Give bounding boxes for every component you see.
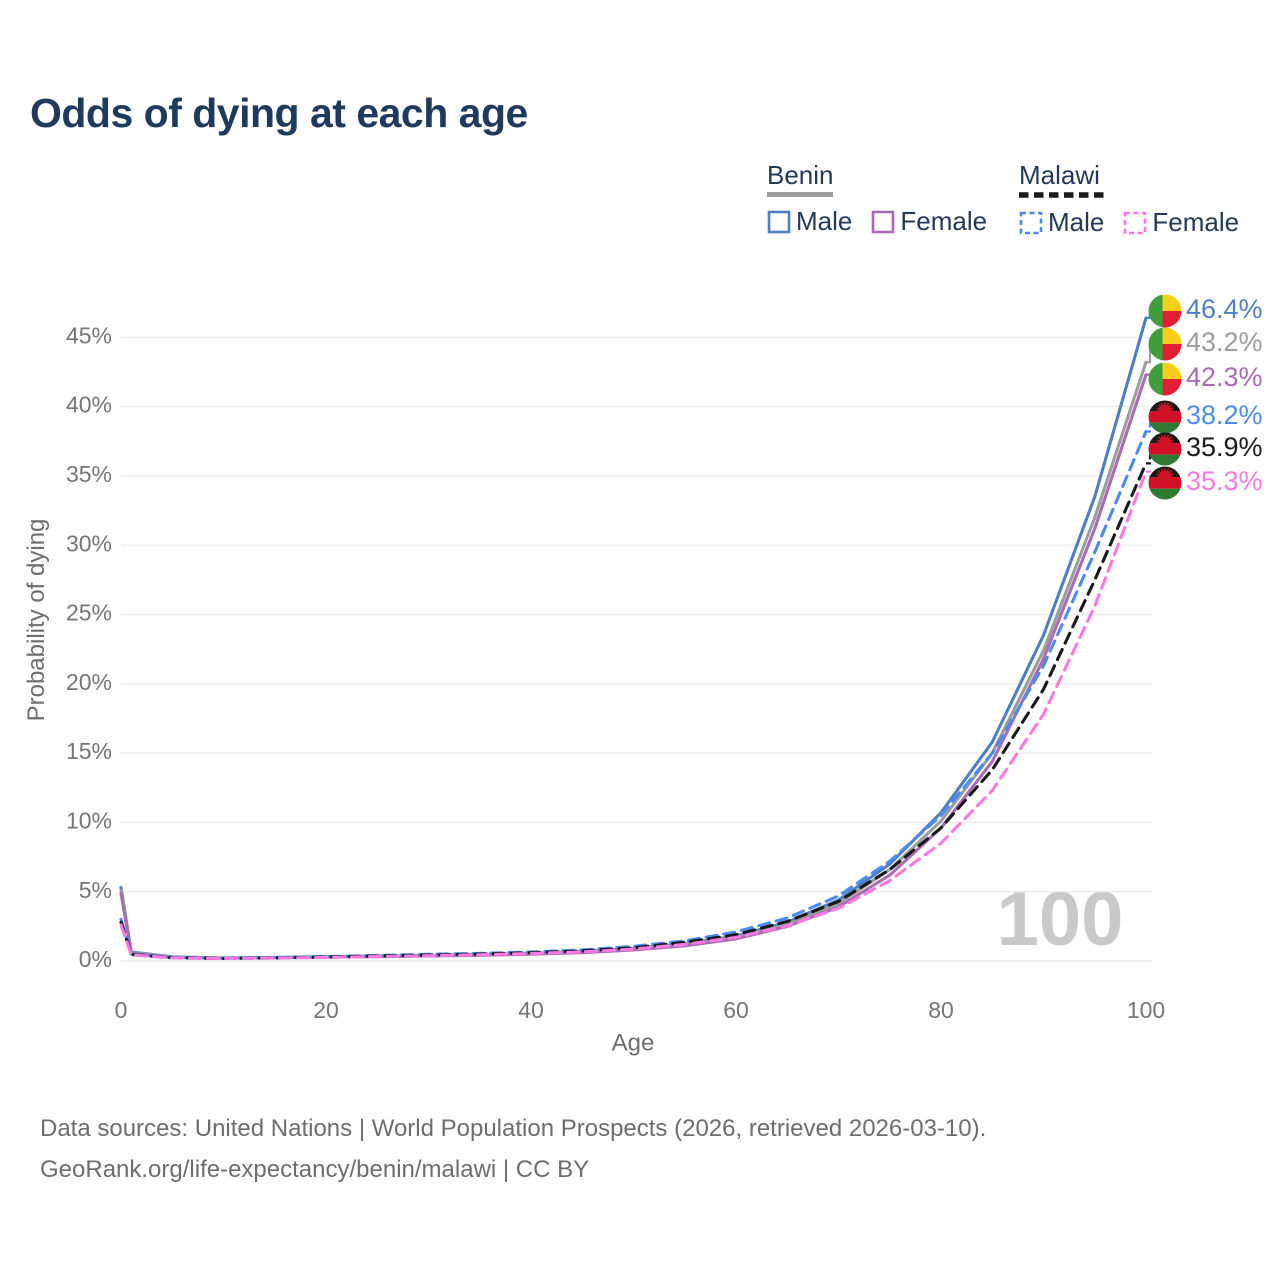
x-tick-label: 0 (115, 997, 128, 1023)
malawi-female-swatch-icon (1124, 211, 1147, 234)
y-tick-label: 30% (66, 530, 112, 556)
legend-group-malawi: Malawi Male Female (1019, 161, 1239, 238)
end-value-label-malawi-both-sexes: 35.9% (1186, 432, 1263, 462)
end-value-label-benin-both-sexes: 43.2% (1186, 327, 1263, 357)
malawi-flag-icon (1148, 432, 1182, 466)
series-line-malawi-female (119, 470, 1148, 961)
y-tick-label: 40% (66, 392, 112, 418)
page-title: Odds of dying at each age (30, 90, 528, 136)
y-tick-label: 25% (66, 600, 112, 626)
x-tick-label: 80 (928, 997, 954, 1023)
series-line-benin-both-sexes (119, 360, 1148, 960)
legend-item-benin-male[interactable]: Male (767, 206, 852, 237)
footer-data-sources: Data sources: United Nations | World Pop… (40, 1115, 987, 1142)
y-tick-label: 10% (66, 807, 112, 833)
series-line-malawi-both-sexes (119, 461, 1148, 960)
malawi-flag-icon (1148, 400, 1182, 434)
legend-header-benin: Benin (767, 160, 834, 190)
y-tick-label: 20% (66, 669, 112, 695)
legend-item-label: Male (796, 206, 853, 236)
footer: Data sources: United Nations | World Pop… (40, 1108, 1240, 1190)
legend-item-malawi-female[interactable]: Female (1123, 207, 1239, 238)
legend-item-label: Female (900, 206, 988, 236)
footer-attribution: GeoRank.org/life-expectancy/benin/malawi… (40, 1156, 590, 1183)
x-tick-label: 20 (313, 997, 339, 1023)
x-tick-label: 40 (518, 997, 544, 1023)
end-value-label-benin-male: 46.4% (1186, 294, 1263, 324)
watermark-100: 100 (997, 877, 1124, 962)
legend-item-malawi-male[interactable]: Male (1019, 207, 1104, 238)
x-axis-tick-labels: 0 20 40 60 80 100 (115, 997, 1166, 1023)
benin-female-swatch-icon (872, 210, 895, 233)
end-label-connector (1146, 415, 1156, 433)
legend-header-malawi: Malawi (1019, 160, 1100, 190)
malawi-male-swatch-icon (1019, 211, 1043, 234)
series-line-benin-female (119, 373, 1148, 960)
benin-flag-icon (1148, 362, 1182, 396)
y-tick-label: 5% (79, 877, 112, 903)
malawi-flag-icon (1148, 466, 1182, 500)
end-label-connector (1146, 447, 1156, 465)
legend-item-benin-female[interactable]: Female (871, 206, 987, 237)
legend-item-label: Male (1048, 207, 1105, 237)
benin-flag-icon (1148, 294, 1182, 328)
benin-male-swatch-icon (767, 210, 791, 233)
y-axis-tick-labels: 0% 5% 10% 15% 20% 25% 30% 35% 40% 45% (66, 322, 112, 972)
x-tick-label: 60 (723, 997, 749, 1023)
series-end-labels: 46.4%43.2% 42.3% 38.2%35.9% 35.3% (1146, 294, 1263, 500)
benin-solid-line-swatch (767, 192, 833, 197)
y-tick-label: 35% (66, 461, 112, 487)
y-tick-label: 15% (66, 738, 112, 764)
end-value-label-malawi-male: 38.2% (1186, 400, 1263, 430)
legend-item-label: Female (1152, 207, 1240, 237)
legend-group-benin: Benin Male Female (767, 161, 987, 237)
x-tick-label: 100 (1127, 997, 1165, 1023)
end-value-label-benin-female: 42.3% (1186, 362, 1263, 392)
y-tick-label: 0% (79, 946, 112, 972)
series-lines (119, 316, 1148, 961)
y-tick-label: 45% (66, 322, 112, 348)
series-line-malawi-male (119, 429, 1148, 960)
legend: Benin Male Female Malawi (0, 161, 1280, 246)
x-axis-title: Age (612, 1029, 655, 1056)
gridlines (121, 336, 1152, 962)
series-line-benin-male (119, 316, 1148, 960)
benin-flag-icon (1148, 327, 1182, 361)
end-value-label-malawi-female: 35.3% (1186, 466, 1263, 496)
y-axis-title: Probability of dying (23, 519, 50, 722)
